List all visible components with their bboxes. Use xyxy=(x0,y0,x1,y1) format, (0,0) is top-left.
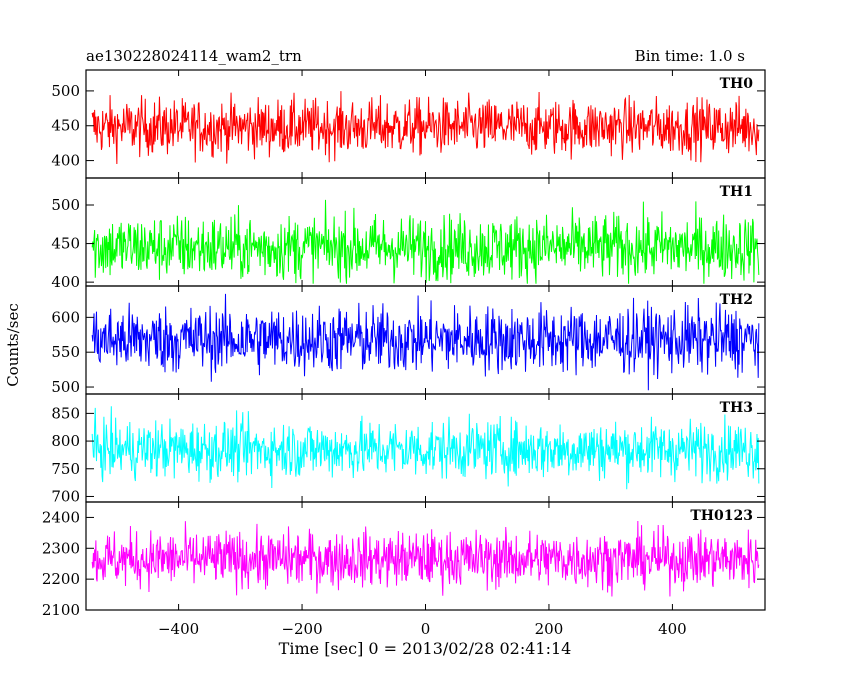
series-line-th1 xyxy=(91,199,760,284)
panel-label: TH0123 xyxy=(690,508,753,524)
panel-th0123: 2100 2200 2300 2400 TH0123 xyxy=(42,501,766,619)
chart-title-right: Bin time: 1.0 s xyxy=(635,47,745,65)
series-line-th0 xyxy=(91,91,760,165)
y-axis-label: Counts/sec xyxy=(4,303,22,387)
y-tick-label: 700 xyxy=(51,487,80,505)
y-tick-label: 850 xyxy=(51,404,80,422)
y-tick-label: 400 xyxy=(51,152,80,170)
panel-th0: 400 450 500 TH0 xyxy=(51,69,766,179)
series-line-th3 xyxy=(91,406,760,490)
y-tick-label: 400 xyxy=(51,273,80,291)
panel-frame xyxy=(85,393,766,503)
y-tick-label: 500 xyxy=(51,378,80,396)
x-tick-label: 200 xyxy=(535,620,564,638)
chart-title-left: ae130228024114_wam2_trn xyxy=(86,47,302,65)
series-line-th0123 xyxy=(91,520,760,597)
x-tick-label: 400 xyxy=(658,620,687,638)
panel-th1: 400 450 500 TH1 xyxy=(51,177,766,291)
panel-label: TH2 xyxy=(720,292,753,308)
panel-label: TH1 xyxy=(720,184,753,200)
y-tick-label: 450 xyxy=(51,117,80,135)
x-tick-label: 0 xyxy=(421,620,431,638)
y-tick-label: 800 xyxy=(51,432,80,450)
y-tick-label: 600 xyxy=(51,308,80,326)
x-tick-label: −200 xyxy=(281,620,322,638)
panel-th3: 700 750 800 850 TH3 xyxy=(51,393,766,505)
series-line-th2 xyxy=(91,293,760,391)
y-tick-label: 500 xyxy=(51,196,80,214)
y-tick-label: 750 xyxy=(51,460,80,478)
y-tick-label: 2400 xyxy=(42,508,80,526)
x-axis-label: Time [sec] 0 = 2013/02/28 02:41:14 xyxy=(279,639,572,658)
y-tick-label: 2300 xyxy=(42,539,80,557)
y-tick-label: 2200 xyxy=(42,570,80,588)
y-tick-label: 450 xyxy=(51,235,80,253)
panel-label: TH0 xyxy=(720,76,754,92)
panel-frame xyxy=(85,285,766,395)
x-tick-label: −400 xyxy=(158,620,199,638)
panel-label: TH3 xyxy=(720,400,753,416)
y-tick-label: 2100 xyxy=(42,601,80,619)
panel-th2: 500 550 600 TH2 xyxy=(51,285,766,396)
y-tick-label: 550 xyxy=(51,343,80,361)
y-tick-label: 500 xyxy=(51,82,80,100)
x-axis: −400 −200 0 200 400 xyxy=(158,620,687,638)
